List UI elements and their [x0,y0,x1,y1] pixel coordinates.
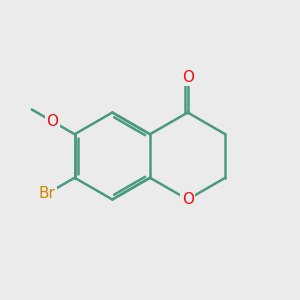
Text: Br: Br [39,186,56,201]
Text: O: O [182,192,194,207]
Text: O: O [46,114,58,129]
Text: O: O [182,70,194,85]
